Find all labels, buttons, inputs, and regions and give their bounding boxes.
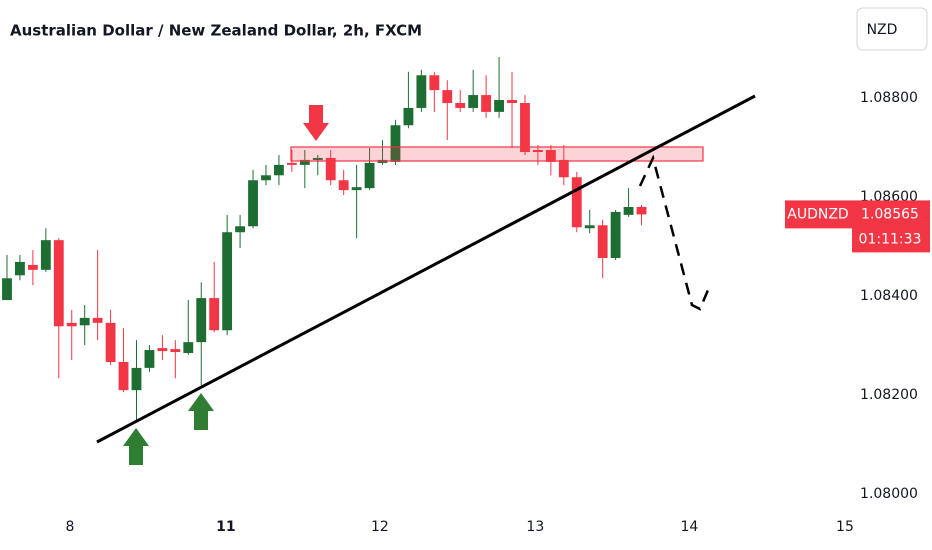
candle-body — [429, 75, 440, 91]
candle-body — [558, 159, 569, 178]
candle-body — [507, 100, 517, 103]
candle-body — [364, 162, 375, 189]
trend-line — [96, 94, 756, 444]
x-tick-label: 12 — [371, 519, 389, 535]
candle-body — [248, 180, 258, 227]
candle-body — [494, 100, 504, 112]
up-arrow — [188, 393, 214, 430]
candle-body — [520, 102, 530, 153]
candle-body — [286, 162, 297, 165]
x-tick-label: 13 — [526, 519, 544, 535]
candle-body — [455, 102, 466, 108]
candle-body — [532, 150, 543, 153]
y-tick-label: 1.08000 — [860, 486, 918, 502]
price-tag-symbol: AUDNZD — [787, 206, 848, 222]
plot-area — [2, 56, 854, 513]
candle-body — [312, 157, 323, 160]
projection-path — [638, 154, 710, 311]
candle-body — [27, 264, 38, 270]
x-tick-label: 11 — [216, 519, 235, 535]
x-tick-label: 8 — [65, 519, 74, 535]
candle-body — [468, 95, 479, 108]
candle-body — [623, 206, 634, 215]
chart-title: Australian Dollar / New Zealand Dollar, … — [10, 22, 422, 40]
candle-body — [144, 350, 155, 368]
candle-body — [196, 298, 207, 343]
y-tick-label: 1.08200 — [860, 387, 918, 403]
candle-body — [53, 240, 64, 327]
candle-body — [15, 261, 25, 276]
candle-body — [403, 107, 414, 126]
down-arrow — [303, 105, 329, 141]
candle-body — [416, 75, 427, 108]
currency-button[interactable] — [856, 7, 928, 51]
candle-body — [66, 322, 77, 327]
x-tick-label: 15 — [836, 519, 854, 535]
candle-body — [442, 90, 453, 103]
candle-body — [131, 367, 142, 391]
candle-body — [299, 159, 310, 165]
price-tag-countdown: 01:11:33 — [859, 231, 922, 247]
candle-body — [170, 349, 181, 353]
candle-body — [481, 95, 492, 112]
y-tick-label: 1.08800 — [860, 90, 918, 106]
candle-body — [610, 211, 621, 258]
up-arrow — [123, 428, 149, 465]
x-tick-label: 14 — [681, 519, 699, 535]
candle-body — [92, 317, 103, 323]
candle-body — [571, 177, 582, 228]
candle-body — [40, 240, 51, 270]
candle-body — [105, 322, 116, 362]
candle-body — [235, 226, 246, 233]
candle-body — [209, 298, 220, 331]
candle-body — [261, 175, 271, 181]
candle-body — [545, 150, 556, 162]
candle-body — [2, 278, 12, 301]
candle-body — [597, 225, 608, 258]
candle-body — [79, 317, 90, 326]
candle-body — [636, 206, 647, 215]
candle-body — [183, 342, 194, 354]
currency-label: NZD — [867, 22, 898, 38]
candle-body — [157, 348, 168, 352]
candle-body — [351, 187, 362, 191]
candle-body — [222, 232, 233, 331]
candle-body — [390, 125, 401, 162]
candle-body — [274, 164, 284, 176]
candle-body — [338, 180, 349, 191]
price-tag-price: 1.08565 — [861, 206, 919, 222]
candle-body — [118, 361, 129, 391]
candle-body — [325, 157, 336, 181]
price-tag-bg — [852, 200, 930, 253]
resistance-zone — [290, 146, 704, 162]
y-tick-label: 1.08400 — [860, 288, 918, 304]
price-tag-symbol-bg — [785, 200, 852, 229]
candle-body — [584, 225, 595, 229]
